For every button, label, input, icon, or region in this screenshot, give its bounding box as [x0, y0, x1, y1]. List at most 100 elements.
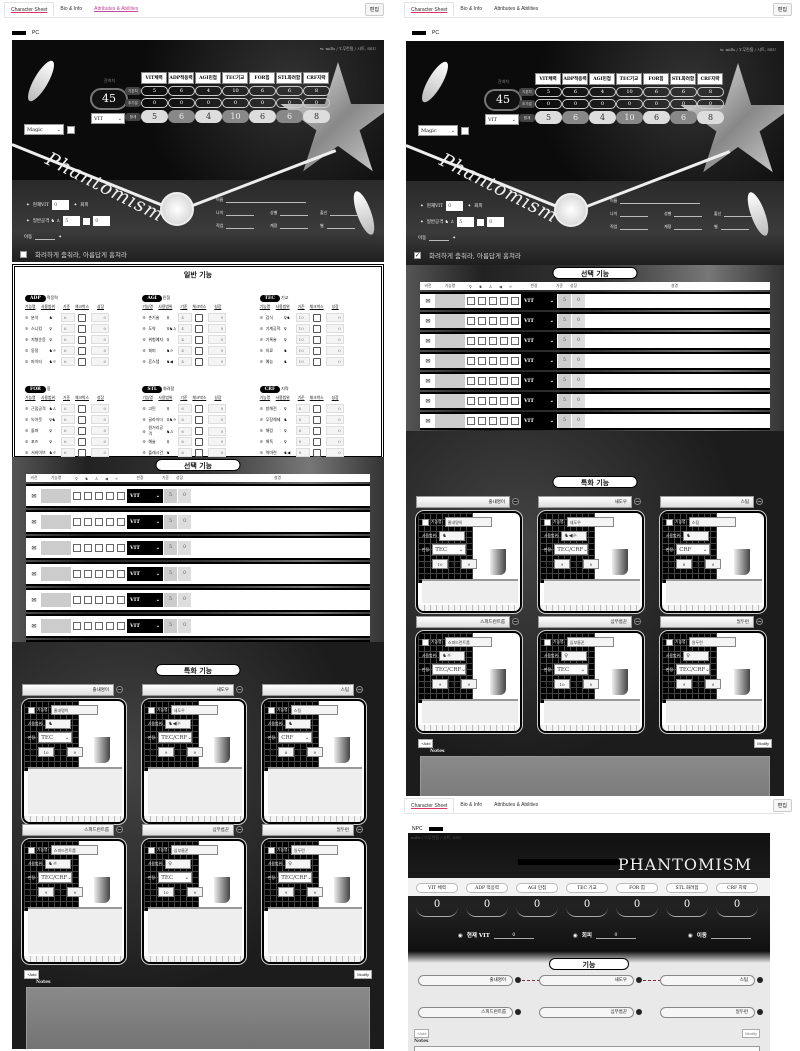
special-skill-title[interactable]: 일두런	[660, 616, 754, 628]
profile-input[interactable]	[226, 198, 307, 203]
magic-select[interactable]: Magic ⌄	[418, 125, 458, 136]
special-skill-title[interactable]: 심부름꾼	[142, 824, 234, 836]
base-input[interactable]: 9	[278, 887, 294, 897]
card-checkbox[interactable]	[544, 518, 551, 526]
growth-value[interactable]: 0	[178, 541, 191, 555]
scroll-icon[interactable]: ✉	[425, 397, 431, 405]
skill-checkbox[interactable]	[312, 404, 321, 413]
judge-select[interactable]: VIT⌄	[127, 515, 163, 529]
growth-input[interactable]: 0	[187, 747, 203, 757]
skill-checkbox[interactable]	[195, 448, 204, 457]
stat-bonus[interactable]: 0	[562, 99, 589, 109]
range-checkbox[interactable]	[117, 544, 125, 552]
range-checkbox[interactable]	[73, 492, 81, 500]
judge-select[interactable]: CRF ⌄	[676, 544, 711, 555]
magic-checkbox[interactable]	[461, 127, 469, 135]
skill-name-input[interactable]: 스피드런트룹	[444, 637, 493, 647]
skill-name-input[interactable]	[435, 354, 465, 368]
range-checkbox[interactable]	[117, 622, 125, 630]
skill-growth[interactable]: 0	[91, 335, 109, 344]
description-textarea[interactable]	[422, 579, 518, 603]
npc-stat-value[interactable]: 0	[666, 899, 708, 917]
skill-growth[interactable]: 0	[325, 404, 344, 413]
range-checkbox[interactable]	[84, 518, 92, 526]
skill-checkbox[interactable]	[312, 346, 321, 355]
skill-name-input[interactable]: 심부름꾼	[566, 637, 615, 647]
range-checkbox[interactable]	[467, 297, 475, 305]
npc-notes-textarea[interactable]	[414, 1046, 760, 1051]
description-input[interactable]	[192, 593, 368, 607]
skill-growth[interactable]: 0	[325, 415, 344, 424]
skill-checkbox[interactable]	[195, 437, 204, 446]
skill-checkbox[interactable]	[195, 357, 204, 366]
scroll-icon[interactable]: ✉	[425, 337, 431, 345]
description-input[interactable]	[586, 394, 768, 408]
skill-growth[interactable]: 0	[91, 404, 109, 413]
npc-status-input[interactable]	[710, 938, 751, 939]
modify-button[interactable]: Modify	[754, 739, 772, 748]
card-checkbox[interactable]	[666, 638, 673, 646]
attack-extra-input[interactable]: 0	[487, 217, 505, 227]
range-checkbox[interactable]	[500, 377, 508, 385]
range-checkbox[interactable]	[511, 377, 519, 385]
profile-input[interactable]	[226, 211, 255, 216]
skill-checkbox[interactable]	[195, 404, 204, 413]
range-checkbox[interactable]	[467, 417, 475, 425]
card-checkbox[interactable]	[422, 518, 429, 526]
npc-status-input[interactable]: 0	[493, 933, 534, 939]
skill-checkbox[interactable]	[195, 324, 204, 333]
description-input[interactable]	[586, 354, 768, 368]
range-checkbox[interactable]	[106, 570, 114, 578]
range-input[interactable]: ♀	[561, 651, 588, 661]
range-checkbox[interactable]	[95, 622, 103, 630]
range-checkbox[interactable]	[73, 596, 81, 604]
profile-input[interactable]	[620, 199, 701, 204]
range-input[interactable]: ♞	[285, 719, 312, 729]
judge-select[interactable]: TEC/CRF ⌄	[158, 732, 193, 743]
skill-name-input[interactable]	[41, 567, 71, 581]
tab-bio-info[interactable]: Bio & Info	[60, 6, 83, 12]
description-textarea[interactable]	[666, 699, 762, 723]
skill-checkbox[interactable]	[312, 335, 321, 344]
edit-button[interactable]: 편집	[364, 3, 384, 16]
growth-input[interactable]: 0	[187, 887, 203, 897]
range-checkbox[interactable]	[95, 492, 103, 500]
skill-growth[interactable]: 0	[325, 324, 344, 333]
profile-input[interactable]	[620, 212, 649, 217]
judge-select[interactable]: VIT⌄	[521, 294, 557, 308]
npc-stat-value[interactable]: 0	[566, 899, 608, 917]
range-input[interactable]: ♞◀☼	[561, 531, 588, 541]
skill-checkbox[interactable]	[195, 335, 204, 344]
skill-name-input[interactable]: 줄내명이	[444, 517, 493, 527]
judge-select[interactable]: TEC/CRF ⌄	[432, 664, 467, 675]
collapse-icon[interactable]: −	[116, 826, 123, 833]
tab-character-sheet[interactable]: Character Sheet	[4, 2, 55, 17]
skill-growth[interactable]: 0	[91, 448, 109, 457]
range-checkbox[interactable]	[73, 518, 81, 526]
range-checkbox[interactable]	[500, 417, 508, 425]
stat-bonus[interactable]: 0	[195, 98, 222, 108]
card-checkbox[interactable]	[28, 706, 35, 714]
edit-button[interactable]: 편집	[772, 799, 792, 812]
skill-growth[interactable]: 0	[325, 335, 344, 344]
stat-bonus[interactable]: 0	[222, 98, 249, 108]
skill-name-input[interactable]: 새도우	[566, 517, 615, 527]
skill-name-input[interactable]	[435, 414, 465, 428]
range-checkbox[interactable]	[478, 317, 486, 325]
description-input[interactable]	[586, 314, 768, 328]
range-input[interactable]: ♞☼	[45, 859, 72, 869]
collapse-icon[interactable]: −	[634, 618, 641, 625]
npc-stat-value[interactable]: 0	[616, 899, 658, 917]
tab-bio-info[interactable]: Bio & Info	[460, 802, 483, 808]
skill-checkbox[interactable]	[195, 313, 204, 322]
range-checkbox[interactable]	[500, 337, 508, 345]
collapse-icon[interactable]: −	[512, 498, 519, 505]
card-checkbox[interactable]	[28, 846, 35, 854]
range-checkbox[interactable]	[489, 317, 497, 325]
npc-add-button[interactable]: +Add	[414, 1029, 430, 1038]
card-checkbox[interactable]	[268, 706, 275, 714]
skill-growth[interactable]: 0	[208, 437, 227, 446]
motto-checkbox[interactable]	[20, 250, 27, 258]
skill-name-input[interactable]	[41, 515, 71, 529]
npc-stat-value[interactable]: 0	[516, 899, 558, 917]
